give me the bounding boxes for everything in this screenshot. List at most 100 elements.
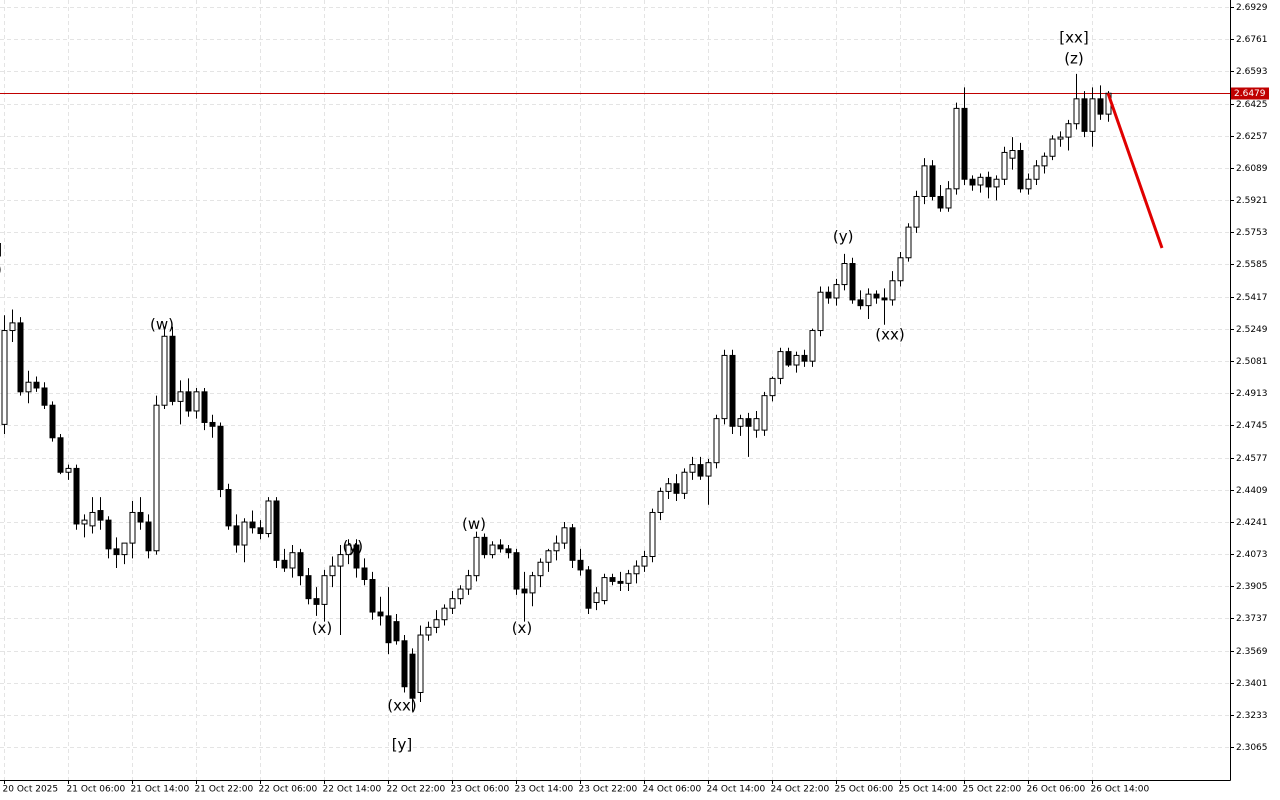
candle-body — [409, 653, 416, 699]
y-tick-label: 2.5081 — [1236, 357, 1268, 367]
candle-body — [609, 577, 616, 582]
candle-body — [89, 511, 96, 527]
y-tick-label: 2.5921 — [1236, 196, 1268, 206]
candle-body — [505, 548, 512, 554]
candle-body — [937, 195, 944, 209]
candle-body — [369, 578, 376, 613]
x-tick-label: 26 Oct 14:00 — [1091, 785, 1150, 795]
candle-body — [825, 291, 832, 299]
candle-body — [449, 598, 456, 609]
x-tick-label: 21 Oct 22:00 — [195, 785, 254, 795]
candle-body — [1089, 98, 1096, 132]
grid — [0, 0, 1230, 780]
candle-body — [457, 588, 464, 600]
x-tick-label: 25 Oct 06:00 — [835, 785, 894, 795]
candle-body — [417, 634, 424, 693]
candle-body — [601, 577, 608, 602]
x-tick-label: 24 Oct 22:00 — [771, 785, 830, 795]
y-tick-label: 2.6593 — [1236, 67, 1268, 77]
y-tick-label: 2.6761 — [1236, 35, 1268, 45]
y-tick-label: 2.4073 — [1236, 550, 1268, 560]
candle-body — [233, 525, 240, 546]
candle-body — [713, 418, 720, 464]
wave-label: (xx) — [387, 696, 416, 714]
candle-body — [841, 263, 848, 286]
candle-body — [145, 521, 152, 552]
candle-body — [833, 284, 840, 299]
candle-body — [969, 178, 976, 186]
candle-body — [81, 519, 88, 525]
candle-body — [913, 195, 920, 228]
candle-body — [521, 588, 528, 594]
wave-label: (w) — [150, 315, 174, 333]
candle-body — [929, 165, 936, 197]
candle-body — [977, 176, 984, 186]
candle-body — [705, 462, 712, 477]
candle-body — [433, 619, 440, 628]
y-tick-label: 2.3569 — [1236, 647, 1268, 657]
candle-body — [489, 544, 496, 556]
wave-label: (xx) — [875, 325, 904, 343]
candle-body — [889, 280, 896, 301]
x-tick-label: 26 Oct 06:00 — [1027, 785, 1086, 795]
wave-label: (x) — [512, 619, 533, 637]
candle-body — [1009, 150, 1016, 159]
candle-body — [897, 257, 904, 282]
candle-body — [25, 381, 32, 393]
candle-body — [337, 554, 344, 567]
y-tick-label: 2.3737 — [1236, 614, 1268, 624]
candle-body — [553, 542, 560, 552]
candle-body — [257, 527, 264, 535]
candle-body — [625, 573, 632, 584]
y-tick-label: 2.6257 — [1236, 132, 1268, 142]
candle-body — [441, 607, 448, 621]
candle-body — [697, 464, 704, 477]
x-tick-label: 23 Oct 22:00 — [579, 785, 638, 795]
candle-body — [217, 425, 224, 490]
candle-body — [113, 548, 120, 556]
candle-body — [745, 418, 752, 427]
candle-body — [185, 391, 192, 412]
candle-body — [961, 107, 968, 180]
candle-body — [753, 418, 760, 431]
candle-body — [905, 226, 912, 259]
y-tick-label: 2.6089 — [1236, 164, 1268, 174]
candle-body — [281, 559, 288, 569]
wave-label: (w) — [462, 515, 486, 533]
forecast-line — [1106, 92, 1164, 249]
candle-body — [649, 511, 656, 558]
candle-body — [529, 575, 536, 594]
wave-label: (x) — [312, 619, 333, 637]
candle-body — [401, 640, 408, 688]
candle-body — [809, 330, 816, 362]
candle-body — [721, 354, 728, 420]
candle-body — [9, 322, 16, 332]
candle-body — [577, 559, 584, 571]
candle-body — [321, 575, 328, 605]
candle-body — [1073, 98, 1080, 125]
candle-body — [465, 575, 472, 590]
candle-body — [793, 354, 800, 366]
candle-body — [65, 467, 72, 473]
y-tick-label: 2.3233 — [1236, 711, 1268, 721]
candle-body — [345, 544, 352, 556]
candle-body — [161, 335, 168, 406]
y-tick-label: 2.4241 — [1236, 518, 1268, 528]
x-tick-label: 22 Oct 06:00 — [259, 785, 318, 795]
y-tick-label: 2.4913 — [1236, 389, 1268, 399]
y-tick-label: 2.4409 — [1236, 486, 1268, 496]
y-tick-label: 2.6425 — [1236, 100, 1268, 110]
candle-body — [817, 291, 824, 332]
candle-body — [537, 561, 544, 577]
candle-body — [513, 552, 520, 590]
candle-body — [1081, 98, 1088, 132]
wave-label: [x] — [0, 240, 2, 258]
x-tick-label: 22 Oct 14:00 — [323, 785, 382, 795]
candle-body — [121, 542, 128, 556]
candle-body — [857, 299, 864, 307]
price-tag-label: 2.6479 — [1234, 89, 1266, 99]
candle-body — [289, 552, 296, 569]
candle-body — [777, 351, 784, 379]
candle-body — [497, 544, 504, 550]
